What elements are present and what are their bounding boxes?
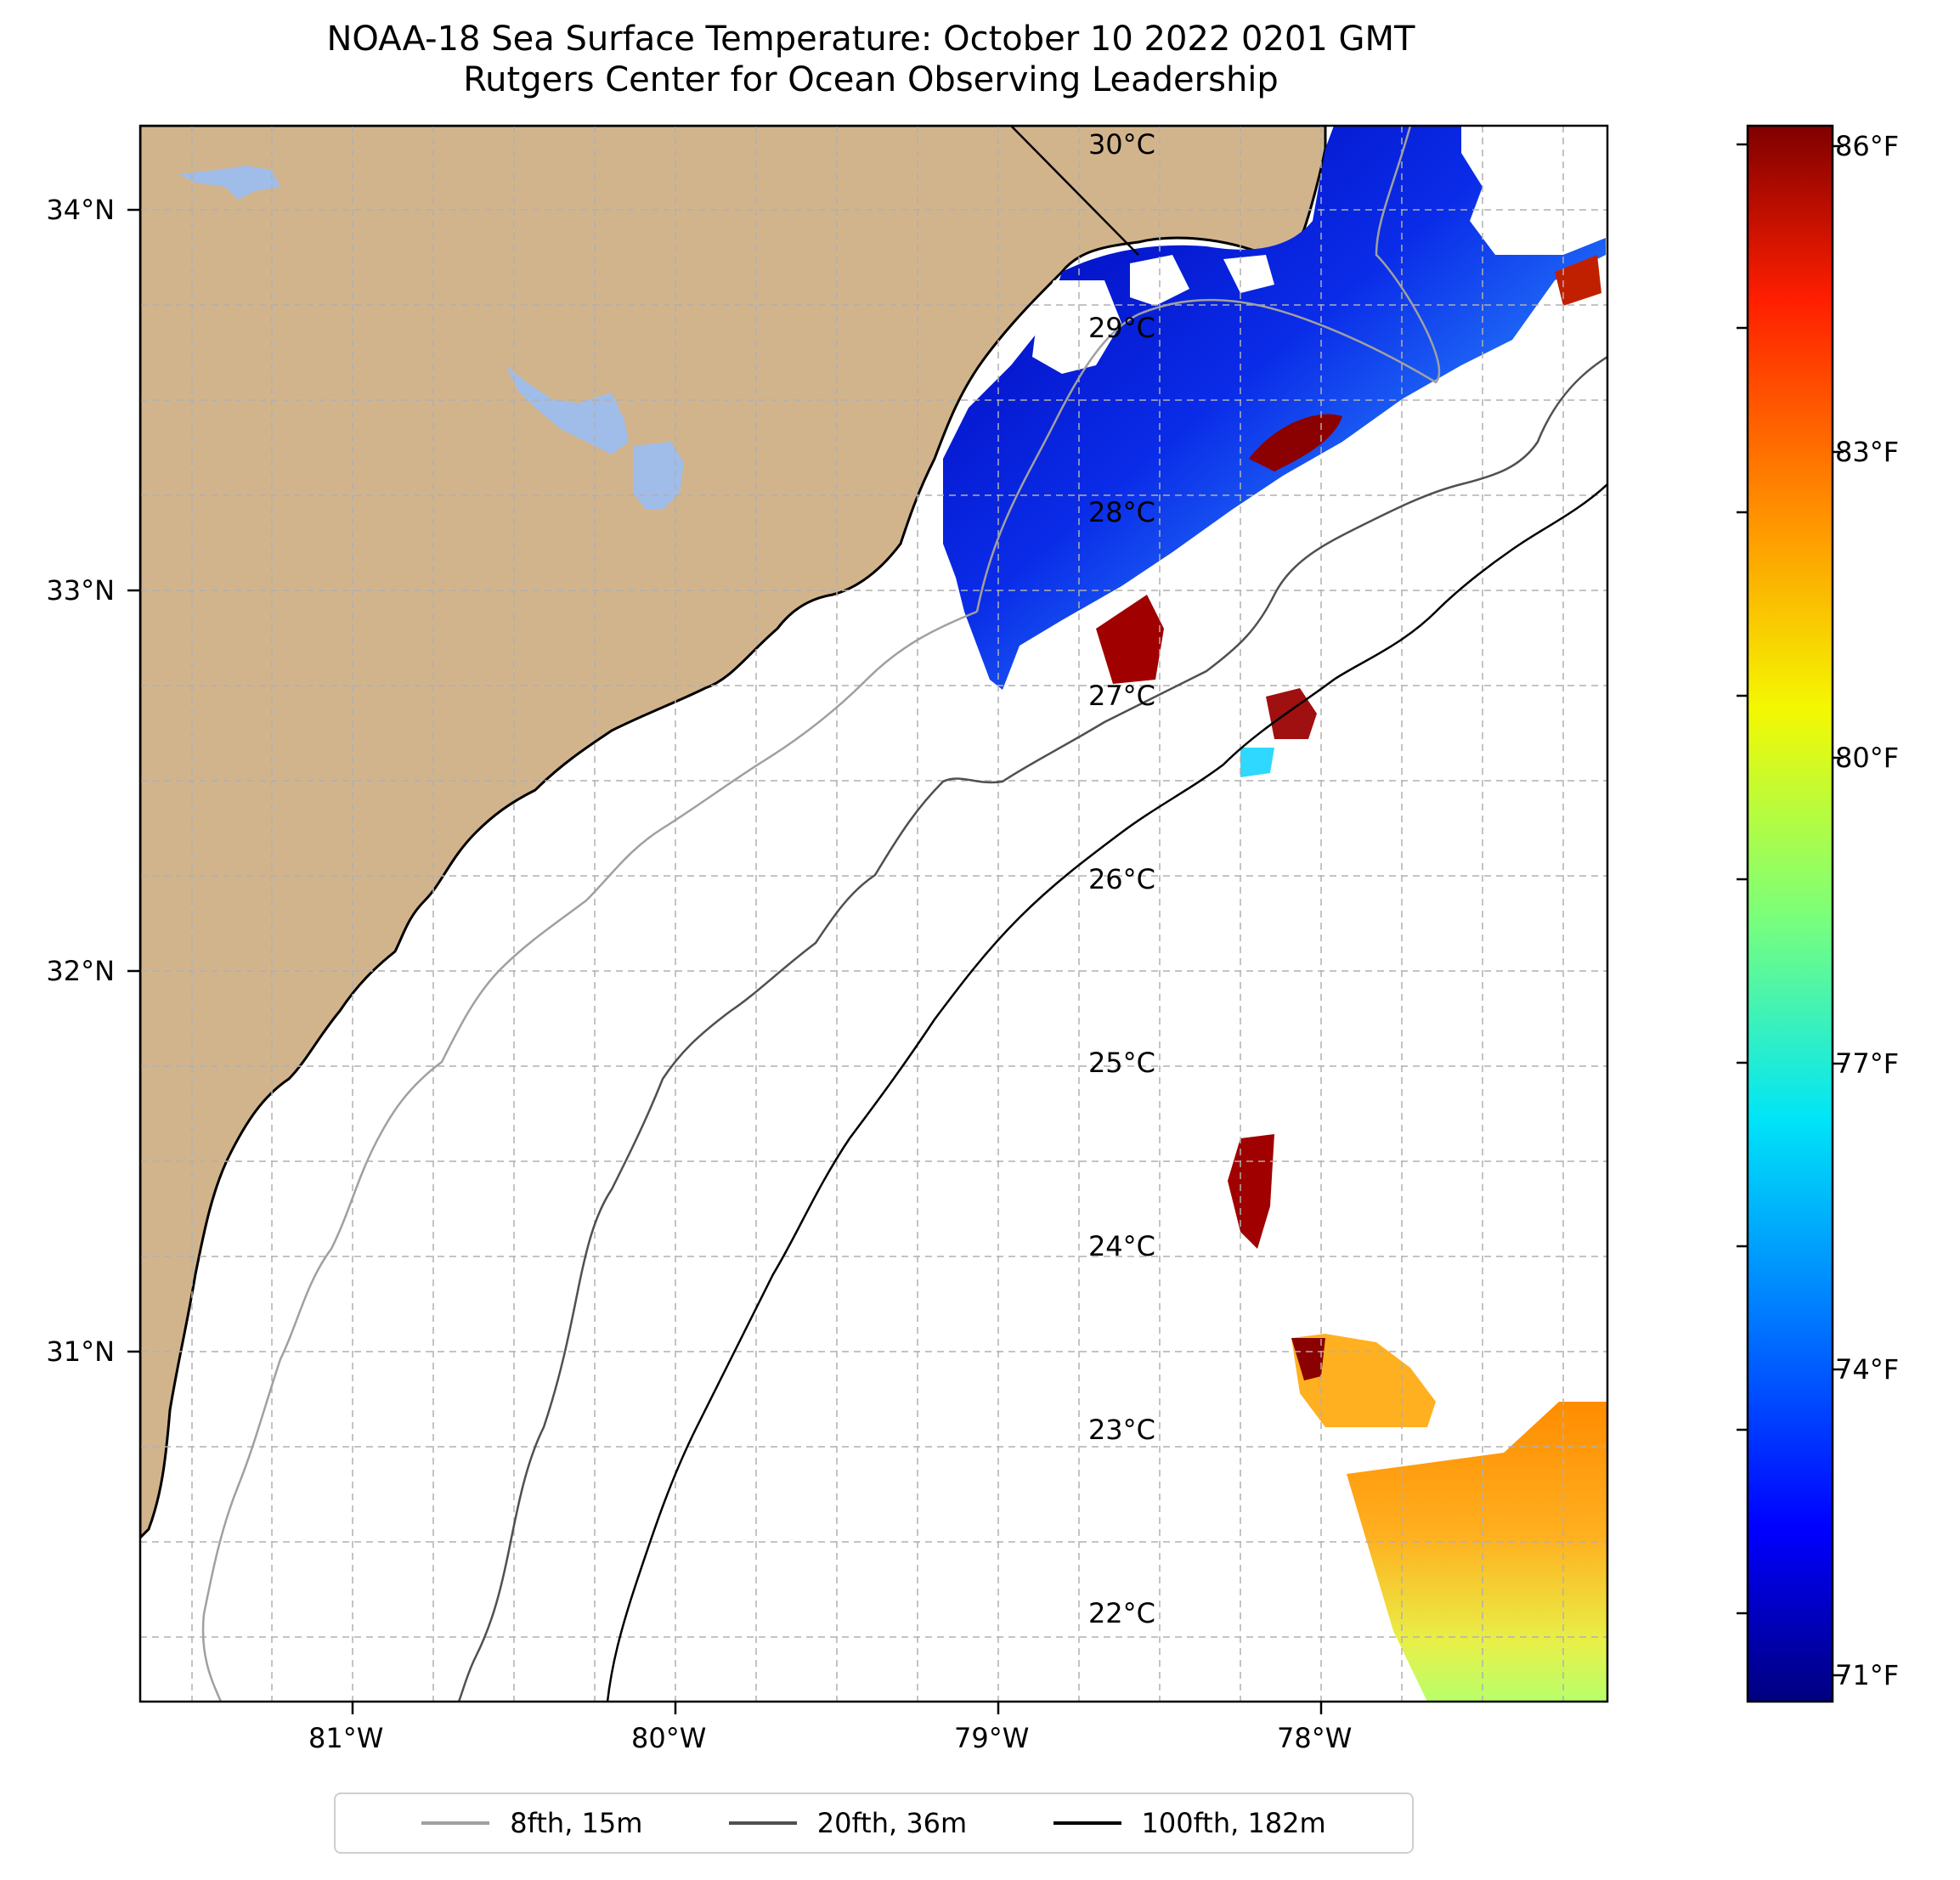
- sst-warm-swath: [1347, 1402, 1607, 1702]
- graticule: [140, 126, 1607, 1702]
- colorbar-c-29: 29°C: [1087, 312, 1155, 344]
- colorbar-c-24: 24°C: [1087, 1230, 1155, 1262]
- colorbar-c-27: 27°C: [1087, 680, 1155, 712]
- axis-ticks: [127, 208, 1323, 1714]
- sst-patch: [1240, 748, 1274, 777]
- lon-label-81w: 81°W: [308, 1722, 384, 1754]
- colorbar-f-77: 77°F: [1835, 1047, 1900, 1080]
- colorbar-c-30: 30°C: [1087, 128, 1155, 161]
- legend-item-100fth: 100fth, 182m: [1053, 1807, 1326, 1839]
- title-line-1: NOAA-18 Sea Surface Temperature: October…: [326, 20, 1415, 59]
- title-line-2: Rutgers Center for Ocean Observing Leade…: [463, 60, 1279, 99]
- land-mass: [140, 126, 1327, 1540]
- lake-north: [178, 166, 280, 200]
- cloud-gap: [1223, 255, 1274, 293]
- lat-label-33n: 33°N: [46, 574, 115, 607]
- legend-item-8fth: 8fth, 15m: [421, 1807, 642, 1839]
- chart-title: NOAA-18 Sea Surface Temperature: October…: [0, 19, 1742, 100]
- colorbar-c-22: 22°C: [1087, 1597, 1155, 1629]
- lake-moultrie: [633, 442, 684, 510]
- colorbar-f-71: 71°F: [1835, 1659, 1900, 1691]
- isobath-20fth: [457, 355, 1607, 1702]
- colorbar-c-25: 25°C: [1087, 1047, 1155, 1079]
- legend-label-100fth: 100fth, 182m: [1141, 1807, 1326, 1839]
- sst-patch-east: [1291, 1334, 1436, 1427]
- state-border: [1010, 126, 1139, 256]
- colorbar: [1746, 124, 1834, 1703]
- sst-warm-patch: [1555, 255, 1601, 306]
- colorbar-c-26: 26°C: [1087, 863, 1155, 895]
- lake-marion: [506, 365, 629, 454]
- lon-label-78w: 78°W: [1277, 1722, 1353, 1754]
- sst-cold-swath: [943, 126, 1606, 690]
- cloud-gap: [1461, 126, 1606, 255]
- colorbar-c-28: 28°C: [1087, 496, 1155, 528]
- cloud-gap: [1032, 280, 1121, 374]
- legend-swatch-8fth: [421, 1821, 490, 1825]
- sst-patch-east: [1291, 1338, 1325, 1380]
- legend-swatch-100fth: [1053, 1821, 1121, 1825]
- isobath-legend: 8fth, 15m 20fth, 36m 100fth, 182m: [334, 1792, 1414, 1854]
- isobath-100fth: [606, 483, 1607, 1702]
- legend-label-20fth: 20fth, 36m: [816, 1807, 968, 1839]
- lat-label-31n: 31°N: [46, 1335, 115, 1368]
- sst-warm-patch: [1249, 414, 1342, 471]
- sst-patch-east: [1228, 1134, 1274, 1249]
- isobath-8fth: [201, 610, 978, 1702]
- colorbar-ticks: [1737, 143, 1844, 1677]
- isobath-8fth-north: [975, 126, 1441, 613]
- colorbar-c-23: 23°C: [1087, 1414, 1155, 1446]
- sst-warm-patch: [1096, 595, 1164, 684]
- colorbar-f-80: 80°F: [1835, 742, 1900, 774]
- map-frame: [138, 124, 1609, 1703]
- lat-label-34n: 34°N: [46, 194, 115, 226]
- lon-label-79w: 79°W: [954, 1722, 1030, 1754]
- sst-patch: [1266, 688, 1317, 739]
- colorbar-f-74: 74°F: [1835, 1353, 1900, 1386]
- colorbar-f-86: 86°F: [1835, 130, 1900, 162]
- legend-item-20fth: 20fth, 36m: [728, 1807, 968, 1839]
- legend-label-8fth: 8fth, 15m: [510, 1807, 643, 1839]
- legend-swatch-20fth: [728, 1821, 797, 1825]
- colorbar-f-83: 83°F: [1835, 436, 1900, 468]
- lat-label-32n: 32°N: [46, 955, 115, 987]
- lon-label-80w: 80°W: [631, 1722, 707, 1754]
- map-area: [140, 126, 1607, 1702]
